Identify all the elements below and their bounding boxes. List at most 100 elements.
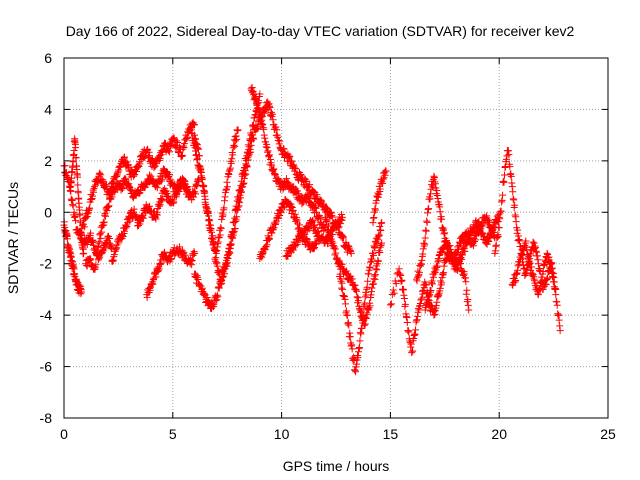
data-point <box>497 207 505 215</box>
data-point <box>438 215 446 223</box>
data-point <box>388 290 396 298</box>
series-arc-m <box>256 196 320 263</box>
y-tick-label: -4 <box>40 307 53 323</box>
data-point <box>219 273 227 281</box>
data-point <box>369 251 377 259</box>
data-point <box>415 269 423 277</box>
data-point <box>378 219 386 227</box>
data-point <box>433 298 441 306</box>
data-point <box>374 257 382 265</box>
data-point <box>280 145 288 153</box>
data-point <box>368 255 376 263</box>
data-point <box>339 285 347 293</box>
data-point <box>379 175 387 183</box>
data-point <box>485 216 493 224</box>
data-point <box>427 287 435 295</box>
data-point <box>332 249 340 257</box>
series-arc-c <box>67 135 88 258</box>
data-point <box>512 276 520 284</box>
data-point <box>377 226 385 234</box>
data-point <box>197 169 205 177</box>
data-point <box>361 320 369 328</box>
data-point <box>86 204 94 212</box>
data-point <box>386 301 394 309</box>
data-point <box>346 333 354 341</box>
data-point <box>67 174 75 182</box>
data-point <box>421 240 429 248</box>
data-point <box>355 343 363 351</box>
data-point <box>192 190 200 198</box>
data-point <box>72 217 80 225</box>
data-point <box>378 239 386 247</box>
data-point <box>229 151 237 159</box>
data-point <box>526 259 534 267</box>
data-point <box>345 321 353 329</box>
data-point <box>233 135 241 143</box>
data-point <box>323 217 331 225</box>
data-point <box>328 213 336 221</box>
data-point <box>95 238 103 246</box>
data-point <box>217 224 225 232</box>
data-point <box>194 145 202 153</box>
data-point <box>276 212 284 220</box>
data-point <box>159 195 167 203</box>
data-point <box>339 234 347 242</box>
data-point <box>409 347 417 355</box>
data-point <box>552 285 560 293</box>
x-axis-label: GPS time / hours <box>283 458 390 474</box>
data-point <box>198 175 206 183</box>
data-point <box>97 234 105 242</box>
series-arc-k <box>247 83 329 234</box>
data-point <box>271 170 279 178</box>
data-point <box>549 270 557 278</box>
data-point <box>382 167 390 175</box>
data-point <box>390 289 398 297</box>
series-arc-g <box>143 243 199 301</box>
data-point <box>510 196 518 204</box>
data-point <box>231 225 239 233</box>
data-point <box>178 151 186 159</box>
data-point <box>457 255 465 263</box>
data-point <box>255 105 263 113</box>
data-point <box>287 202 295 210</box>
data-point <box>289 206 297 214</box>
data-point <box>256 90 264 98</box>
data-point <box>144 145 152 153</box>
data-point <box>100 218 108 226</box>
data-point <box>422 281 430 289</box>
data-point <box>400 294 408 302</box>
data-point <box>512 218 520 226</box>
series-arc-p <box>334 239 386 329</box>
data-point <box>495 224 503 232</box>
data-point <box>105 202 113 210</box>
y-tick-label: 2 <box>44 153 52 169</box>
data-point <box>371 244 379 252</box>
data-point <box>401 300 409 308</box>
data-point <box>266 235 274 243</box>
data-point <box>422 227 430 235</box>
data-point <box>167 255 175 263</box>
data-point <box>485 238 493 246</box>
data-point <box>528 263 536 271</box>
data-point <box>207 225 215 233</box>
data-point <box>375 232 383 240</box>
data-point <box>77 288 85 296</box>
data-point <box>156 155 164 163</box>
data-point <box>387 300 395 308</box>
data-point <box>227 240 235 248</box>
y-axis-label: SDTVAR / TECUs <box>5 182 21 294</box>
data-point <box>440 269 448 277</box>
data-point <box>123 222 131 230</box>
data-point <box>343 311 351 319</box>
data-point <box>538 276 546 284</box>
data-point <box>102 212 110 220</box>
data-point <box>436 208 444 216</box>
data-point <box>157 259 165 267</box>
data-point <box>258 113 266 121</box>
data-point <box>174 138 182 146</box>
data-point <box>67 250 75 258</box>
data-point <box>341 300 349 308</box>
data-point <box>146 152 154 160</box>
data-point <box>191 249 199 257</box>
data-point <box>494 232 502 240</box>
